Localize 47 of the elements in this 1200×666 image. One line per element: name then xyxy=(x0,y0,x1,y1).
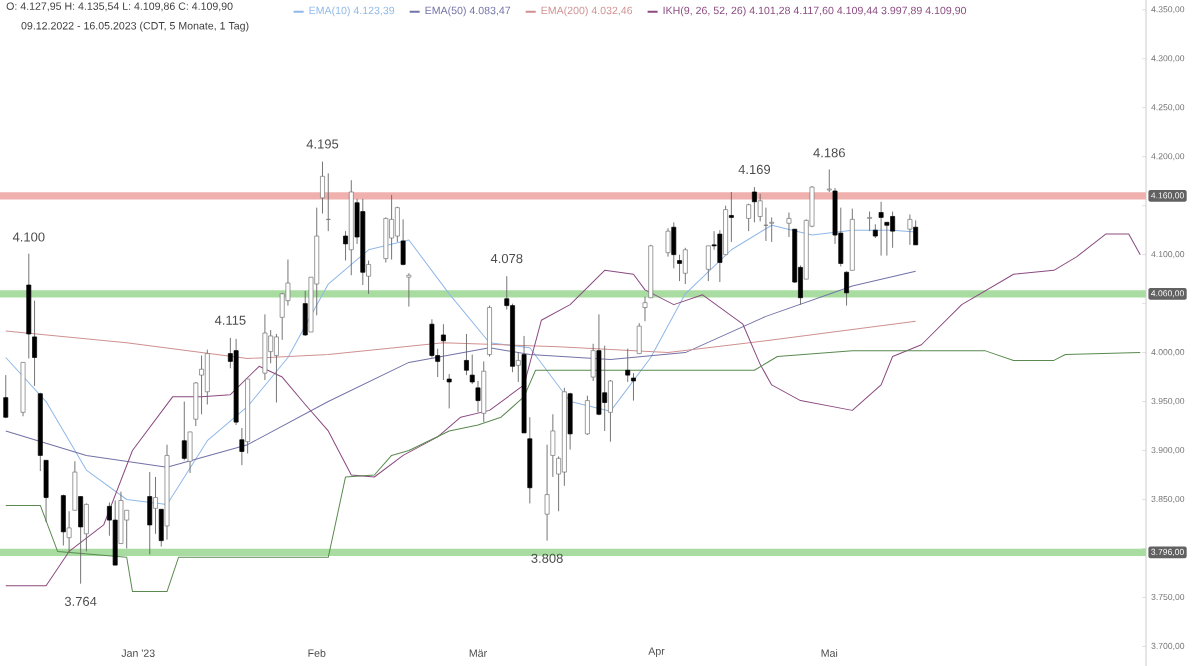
candlestick xyxy=(665,227,671,258)
candlestick xyxy=(66,510,72,553)
candlestick xyxy=(590,343,596,382)
candlestick xyxy=(515,352,521,383)
candlestick xyxy=(751,186,757,223)
line-series xyxy=(5,350,1141,593)
candlestick xyxy=(844,270,849,307)
candlestick xyxy=(584,395,590,436)
candlestick xyxy=(671,221,677,269)
candlestick xyxy=(728,191,734,243)
candlestick xyxy=(3,374,9,419)
line-series xyxy=(5,233,1141,587)
candlestick xyxy=(907,214,913,246)
candlestick xyxy=(262,313,268,381)
candlestick xyxy=(343,230,348,261)
candlestick xyxy=(441,323,446,381)
candlestick xyxy=(112,500,118,566)
candlestick xyxy=(60,494,66,546)
candlestick xyxy=(636,322,642,355)
candlestick xyxy=(302,290,308,337)
candlestick xyxy=(153,476,158,535)
candlestick xyxy=(181,401,187,461)
candlestick xyxy=(43,459,49,523)
candlestick xyxy=(199,355,204,415)
candlestick xyxy=(406,272,412,308)
candlestick xyxy=(602,345,608,432)
candlestick xyxy=(475,380,481,413)
candlestick xyxy=(389,194,395,260)
candlestick xyxy=(878,201,884,257)
candlestick xyxy=(147,471,153,555)
candlestick xyxy=(682,247,688,285)
candlestick xyxy=(118,491,124,545)
candlestick xyxy=(78,496,84,585)
candlestick xyxy=(769,216,775,243)
candlestick xyxy=(464,333,469,376)
candlestick xyxy=(786,212,792,238)
candlestick xyxy=(481,360,487,423)
candlestick xyxy=(72,460,78,511)
candlestick xyxy=(567,392,573,450)
candlestick xyxy=(717,229,723,283)
candlestick xyxy=(400,218,406,266)
candlestick xyxy=(890,211,896,249)
line-series xyxy=(5,270,917,468)
candlestick xyxy=(487,305,492,357)
candlestick xyxy=(867,211,873,232)
candlestick xyxy=(239,427,245,466)
candlestick xyxy=(913,219,919,246)
